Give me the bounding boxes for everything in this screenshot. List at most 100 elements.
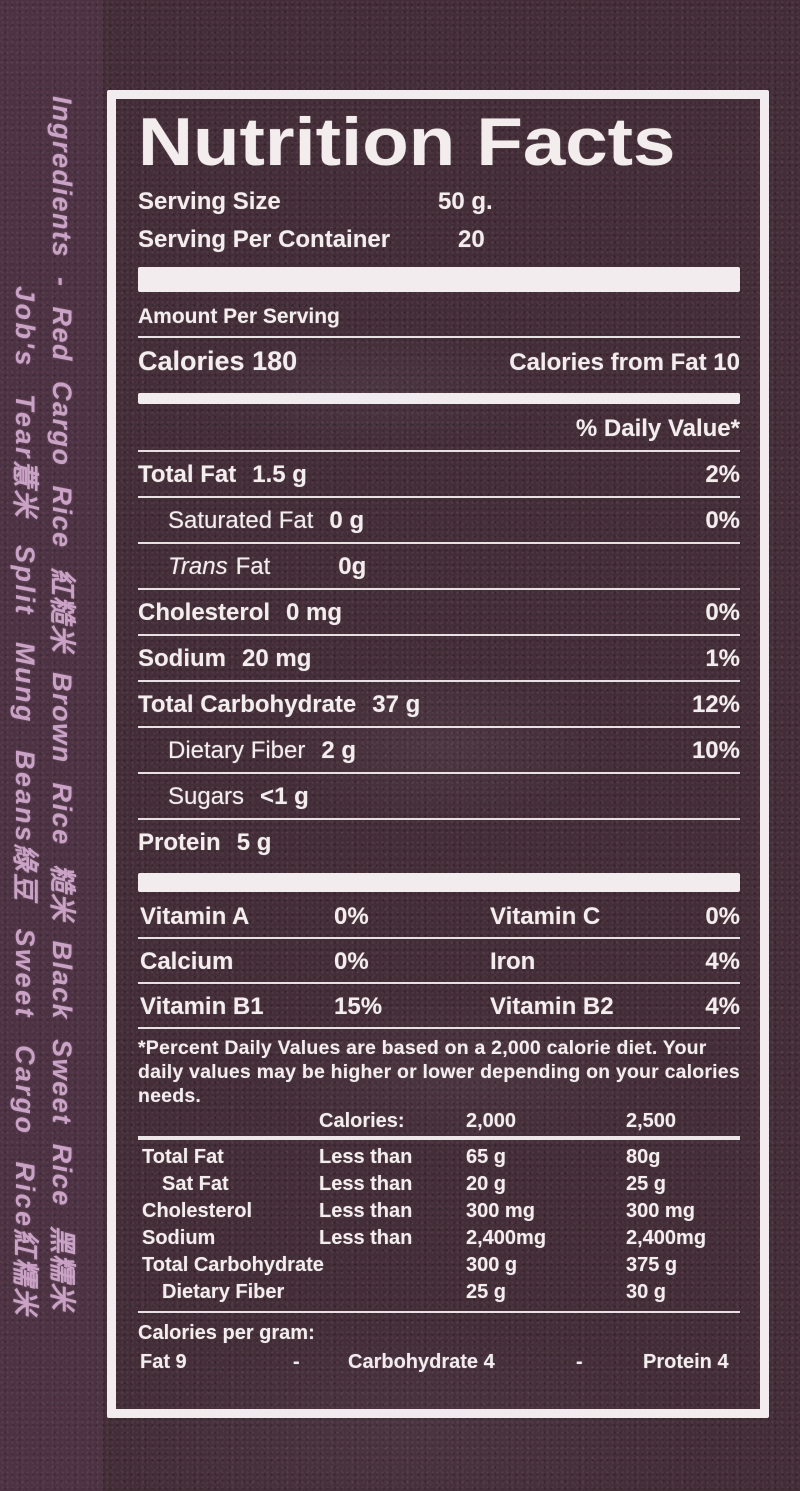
nutrient-row-cholesterol: Cholesterol 0 mg 0%	[138, 588, 740, 634]
nutrient-name: Dietary Fiber	[168, 737, 306, 764]
nutrition-facts-title: Nutrition Facts	[138, 104, 676, 180]
nutrient-amount: 0 g	[329, 507, 365, 534]
vitamin-name: Vitamin B2	[490, 993, 614, 1020]
nutrient-amount: 5 g	[236, 829, 272, 856]
vitamin-name: Iron	[490, 948, 536, 975]
dv-row-value-2500: 30 g	[626, 1281, 667, 1303]
dv-row-qualifier: Less than	[319, 1200, 413, 1222]
nutrient-daily-value: 0%	[705, 507, 740, 534]
nutrient-row-sodium: Sodium 20 mg 1%	[138, 634, 740, 680]
separator-line	[138, 1136, 740, 1140]
vitamin-value: 0%	[334, 948, 369, 975]
calories-from-fat-label: Calories from Fat	[509, 349, 707, 376]
dv-row-name: Dietary Fiber	[162, 1281, 285, 1303]
nutrient-row-total-fat: Total Fat 1.5 g 2%	[138, 450, 740, 496]
vitamin-value: 0%	[705, 903, 740, 930]
calories-per-gram-protein: Protein 4	[643, 1351, 729, 1373]
thick-separator-bar	[138, 393, 740, 404]
nutrient-name: Cholesterol	[138, 599, 271, 626]
nutrient-name: Total Carbohydrate	[138, 691, 357, 718]
nutrient-daily-value: 2%	[705, 461, 740, 488]
nutrient-amount: <1 g	[260, 783, 309, 810]
nutrient-daily-value: 0%	[705, 599, 740, 626]
calories-row: Calories 180 Calories from Fat 10	[138, 338, 740, 386]
vitamin-value: 0%	[334, 903, 369, 930]
dv-table-row: Total Fat Less than 65 g 80g	[138, 1144, 740, 1171]
dv-row-value-2500: 25 g	[626, 1173, 667, 1195]
vitamin-value: 4%	[705, 993, 740, 1020]
thick-separator-bar	[138, 873, 740, 892]
ingredients-text-line-1: Ingredients - Red Cargo Rice 紅糙米 Brown R…	[47, 96, 77, 1312]
daily-value-header: % Daily Value*	[575, 415, 740, 442]
vitamin-row-calcium-iron: Calcium 0% Iron 4%	[138, 937, 740, 982]
dv-row-name: Cholesterol	[142, 1200, 253, 1222]
dv-row-value-2000: 25 g	[466, 1281, 507, 1303]
nutrient-name: Sugars	[168, 783, 245, 810]
dv-table-header: Calories: 2,000 2,500	[138, 1108, 740, 1134]
vitamin-name: Vitamin A	[140, 903, 250, 930]
vitamin-name: Vitamin C	[490, 903, 601, 930]
dash-separator: -	[576, 1351, 583, 1373]
thick-separator-bar	[138, 267, 740, 292]
nutrient-daily-value: 1%	[705, 645, 740, 672]
dv-row-value-2500: 375 g	[626, 1254, 678, 1276]
calories-label: Calories	[138, 346, 245, 376]
separator-line	[138, 1311, 740, 1313]
dv-table-row: Sat Fat Less than 20 g 25 g	[138, 1171, 740, 1198]
dv-table-row: Total Carbohydrate 300 g 375 g	[138, 1252, 740, 1279]
serving-size-label: Serving Size	[138, 188, 281, 215]
nutrient-row-trans-fat: Trans Fat 0g	[138, 542, 740, 588]
dv-row-value-2500: 80g	[626, 1146, 661, 1168]
nutrient-daily-value: 10%	[691, 737, 740, 764]
nutrient-amount: 2 g	[321, 737, 357, 764]
vitamin-row-b1-b2: Vitamin B1 15% Vitamin B2 4%	[138, 982, 740, 1027]
nutrient-amount: 0g	[338, 553, 367, 580]
separator-line	[138, 1027, 740, 1029]
dash-separator: -	[293, 1351, 300, 1373]
nutrient-name: Fat	[235, 553, 271, 580]
daily-value-footnote: *Percent Daily Values are based on a 2,0…	[138, 1037, 740, 1107]
nutrient-name: Sodium	[138, 645, 226, 672]
dv-row-value-2000: 2,400mg	[466, 1227, 547, 1249]
dv-row-qualifier: Less than	[319, 1146, 413, 1168]
separator-line	[138, 336, 740, 338]
dv-row-qualifier: Less than	[319, 1173, 413, 1195]
dv-row-value-2000: 300 g	[466, 1254, 518, 1276]
serving-size-row: Serving Size 50 g.	[138, 187, 740, 217]
dv-row-name: Sodium	[142, 1227, 216, 1249]
vitamin-value: 15%	[334, 993, 383, 1020]
nutrient-row-total-carbohydrate: Total Carbohydrate 37 g 12%	[138, 680, 740, 726]
nutrient-name: Total Fat	[138, 461, 237, 488]
servings-per-container-label: Serving Per Container	[138, 226, 391, 253]
dv-row-value-2500: 2,400mg	[626, 1227, 707, 1249]
nutrient-name: Saturated Fat	[168, 507, 314, 534]
nutrient-name-italic-prefix: Trans	[168, 553, 228, 580]
calories-per-gram-heading: Calories per gram:	[138, 1322, 315, 1344]
nutrient-row-protein: Protein 5 g	[138, 818, 740, 864]
nutrient-amount: 20 mg	[242, 645, 312, 672]
vitamin-row-a-c: Vitamin A 0% Vitamin C 0%	[138, 894, 740, 937]
dv-row-value-2000: 65 g	[466, 1146, 507, 1168]
calories-per-gram-row: Fat 9 - Carbohydrate 4 - Protein 4	[138, 1345, 740, 1375]
calories-number: 180	[252, 346, 298, 376]
dv-table-col-2000: 2,000	[466, 1110, 517, 1132]
dv-row-value-2000: 300 mg	[466, 1200, 535, 1222]
dv-table-row: Dietary Fiber 25 g 30 g	[138, 1279, 740, 1306]
dv-table-row: Cholesterol Less than 300 mg 300 mg	[138, 1198, 740, 1225]
nutrition-facts-label: Nutrition Facts Serving Size 50 g. Servi…	[107, 90, 769, 1418]
calories-from-fat-value: 10	[713, 349, 740, 376]
nutrient-daily-value: 12%	[691, 691, 740, 718]
dv-table-calories-label: Calories:	[319, 1110, 405, 1132]
nutrient-amount: 1.5 g	[252, 461, 307, 488]
calories-per-gram-carbohydrate: Carbohydrate 4	[348, 1351, 495, 1373]
vitamin-name: Calcium	[140, 948, 234, 975]
ingredients-text-line-2: Job's Tear薏米 Split Mung Beans綠豆 Sweet Ca…	[10, 286, 40, 1318]
dv-table-col-2500: 2,500	[626, 1110, 677, 1132]
dv-table-row: Sodium Less than 2,400mg 2,400mg	[138, 1225, 740, 1252]
vitamin-value: 4%	[705, 948, 740, 975]
nutrient-amount: 37 g	[372, 691, 421, 718]
dv-row-value-2000: 20 g	[466, 1173, 507, 1195]
nutrient-row-saturated-fat: Saturated Fat 0 g 0%	[138, 496, 740, 542]
servings-per-container-value: 20	[458, 226, 485, 253]
nutrient-name: Protein	[138, 829, 221, 856]
